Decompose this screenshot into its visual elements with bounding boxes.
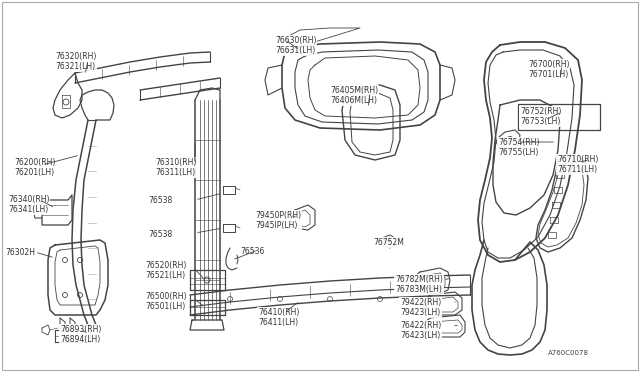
Text: A760C0078: A760C0078 — [548, 350, 589, 356]
Text: 76405M(RH)
76406M(LH): 76405M(RH) 76406M(LH) — [330, 86, 378, 105]
Text: 76310(RH)
76311(LH): 76310(RH) 76311(LH) — [155, 158, 196, 177]
Text: 76520(RH)
76521(LH): 76520(RH) 76521(LH) — [145, 261, 186, 280]
Circle shape — [509, 138, 511, 141]
Text: 76320(RH)
76321(LH): 76320(RH) 76321(LH) — [55, 52, 97, 71]
Text: 76754(RH)
76755(LH): 76754(RH) 76755(LH) — [498, 138, 540, 157]
Text: 76536: 76536 — [240, 247, 264, 256]
Text: 76893(RH)
76894(LH): 76893(RH) 76894(LH) — [60, 325, 101, 344]
Text: 76538: 76538 — [148, 230, 172, 239]
Text: 76538: 76538 — [148, 196, 172, 205]
Text: 76410(RH)
76411(LH): 76410(RH) 76411(LH) — [258, 308, 300, 327]
Text: 76752(RH)
76753(LH): 76752(RH) 76753(LH) — [520, 107, 561, 126]
Text: 76782M(RH)
76783M(LH): 76782M(RH) 76783M(LH) — [395, 275, 443, 294]
Text: 76422(RH)
76423(LH): 76422(RH) 76423(LH) — [400, 321, 441, 340]
Text: 76500(RH)
76501(LH): 76500(RH) 76501(LH) — [145, 292, 186, 311]
Text: 76302H: 76302H — [5, 248, 35, 257]
Text: 79450P(RH)
7945lP(LH): 79450P(RH) 7945lP(LH) — [255, 211, 301, 230]
Text: 76700(RH)
76701(LH): 76700(RH) 76701(LH) — [528, 60, 570, 79]
Text: 76630(RH)
76631(LH): 76630(RH) 76631(LH) — [275, 36, 317, 55]
Bar — [518, 104, 600, 130]
Text: 76752M: 76752M — [373, 238, 404, 247]
Text: 76710(RH)
76711(LH): 76710(RH) 76711(LH) — [557, 155, 598, 174]
Text: 76200(RH)
76201(LH): 76200(RH) 76201(LH) — [14, 158, 56, 177]
Text: 76340(RH)
76341(LH): 76340(RH) 76341(LH) — [8, 195, 49, 214]
Text: 79422(RH)
79423(LH): 79422(RH) 79423(LH) — [400, 298, 441, 317]
